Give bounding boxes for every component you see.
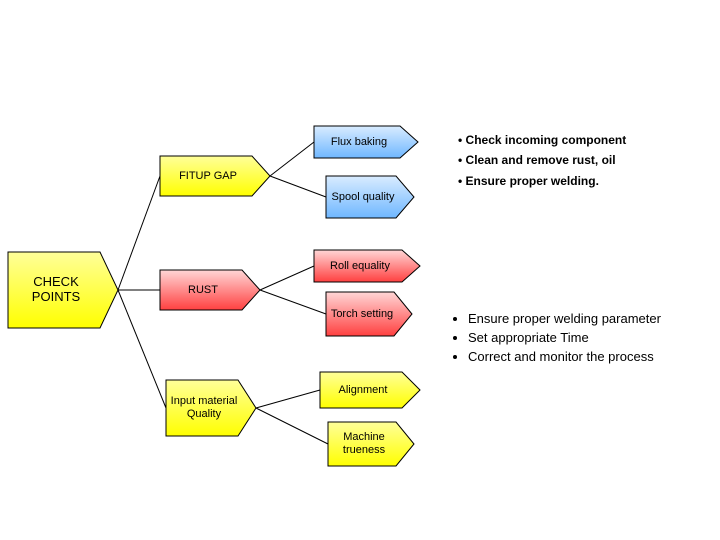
node-roll-equality: Roll equality xyxy=(314,250,420,282)
edge-input_material-alignment xyxy=(256,390,320,408)
edge-check_points-input_material xyxy=(118,290,166,408)
bullet-top-item: • Ensure proper welding. xyxy=(458,171,708,191)
node-machine-true: Machine trueness xyxy=(328,422,414,466)
bullet-list-bottom: Ensure proper welding parameter Set appro… xyxy=(450,310,690,367)
bullet-top-item: • Check incoming component xyxy=(458,130,708,150)
edge-input_material-machine_true xyxy=(256,408,328,444)
edge-rust-roll_equality xyxy=(260,266,314,290)
bullet-top-item: • Clean and remove rust, oil xyxy=(458,150,708,170)
bullet-bottom-text: Correct and monitor the process xyxy=(468,349,654,364)
node-alignment: Alignment xyxy=(320,372,420,408)
bullet-top-text: Clean and remove rust, oil xyxy=(466,153,616,167)
edge-fitup_gap-flux_baking xyxy=(270,142,314,176)
node-input-material: Input material Quality xyxy=(166,380,256,436)
node-flux-baking: Flux baking xyxy=(314,126,418,158)
bullet-bottom-text: Ensure proper welding parameter xyxy=(468,311,661,326)
edge-rust-torch_setting xyxy=(260,290,326,314)
edge-fitup_gap-spool_quality xyxy=(270,176,326,197)
bullet-dot-icon: • xyxy=(458,133,466,147)
bullet-list-top: • Check incoming component• Clean and re… xyxy=(458,130,708,191)
node-torch-setting: Torch setting xyxy=(326,292,412,336)
node-rust: RUST xyxy=(160,270,260,310)
node-fitup-gap: FITUP GAP xyxy=(160,156,270,196)
node-spool-quality: Spool quality xyxy=(326,176,414,218)
bullet-bottom-text: Set appropriate Time xyxy=(468,330,589,345)
node-check-points: CHECK POINTS xyxy=(8,252,118,328)
bullet-bottom-item: Ensure proper welding parameter xyxy=(468,310,690,329)
bullet-bottom-item: Correct and monitor the process xyxy=(468,348,690,367)
edge-check_points-fitup_gap xyxy=(118,176,160,290)
bullet-dot-icon: • xyxy=(458,153,466,167)
bullet-dot-icon: • xyxy=(458,174,466,188)
bullet-bottom-item: Set appropriate Time xyxy=(468,329,690,348)
bullet-top-text: Check incoming component xyxy=(466,133,627,147)
bullet-top-text: Ensure proper welding. xyxy=(466,174,599,188)
